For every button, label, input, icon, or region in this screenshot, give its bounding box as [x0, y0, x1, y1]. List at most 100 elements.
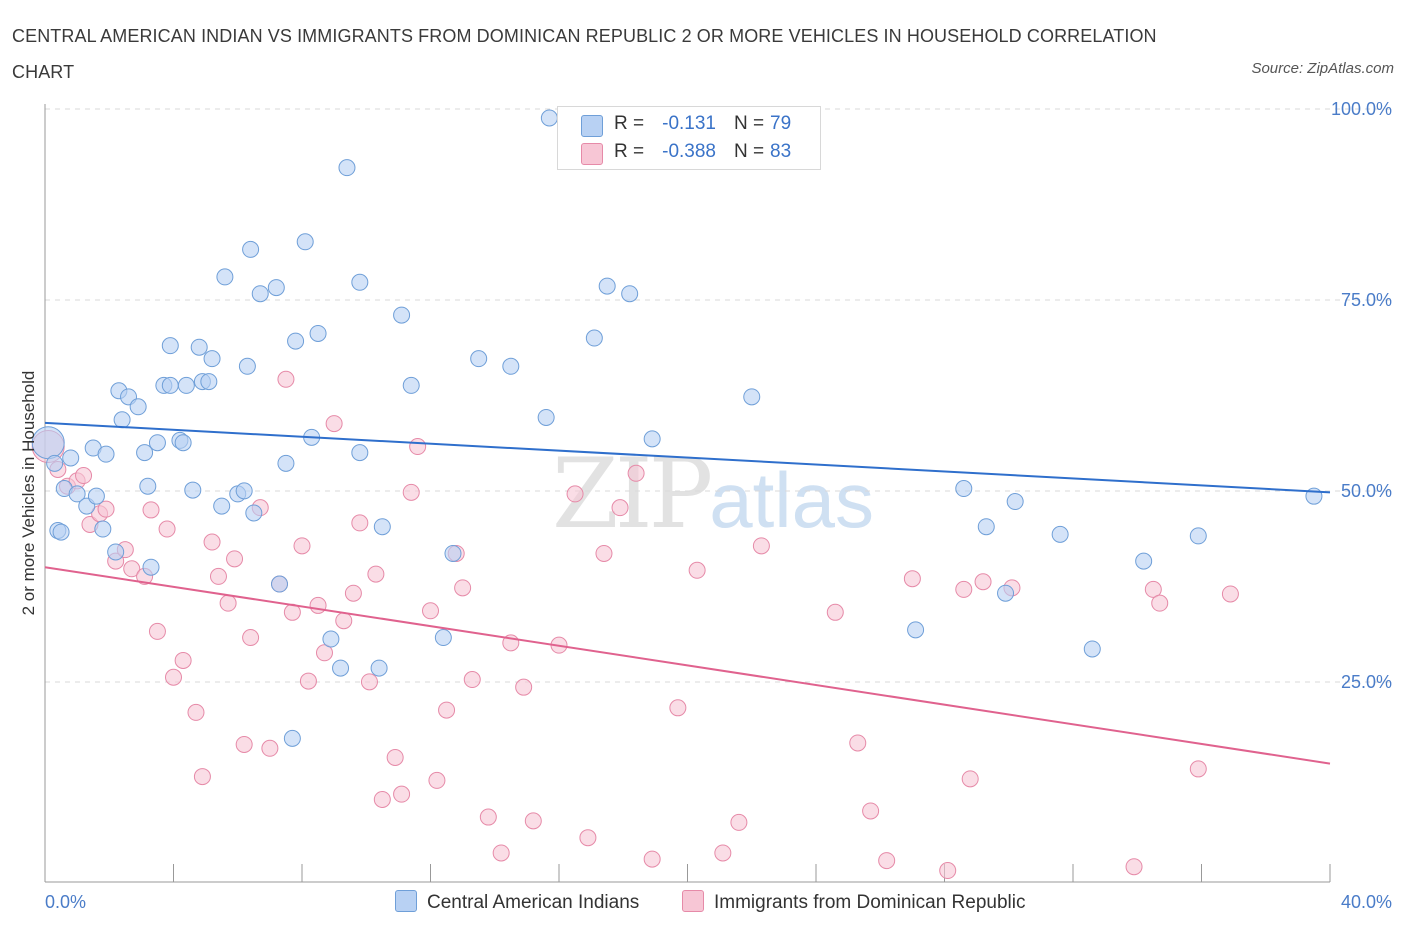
pink-point [595, 544, 613, 562]
legend-r-value: -0.388 [662, 141, 716, 162]
pink-point [479, 808, 497, 826]
pink-point [611, 499, 629, 517]
grid-lines [45, 108, 1392, 683]
blue-point [598, 277, 616, 295]
blue-point [203, 350, 221, 368]
legend-swatch-pink [682, 890, 704, 912]
pink-point [367, 565, 385, 583]
blue-point [287, 332, 305, 350]
blue-point [177, 376, 195, 394]
blue-point [267, 279, 285, 297]
pink-point [315, 644, 333, 662]
pink-point [142, 501, 160, 519]
pink-point [1125, 858, 1143, 876]
blue-point [277, 454, 295, 472]
y-tick-label: 50.0% [1341, 481, 1392, 501]
pink-point [242, 629, 260, 647]
blue-point [1189, 527, 1207, 545]
pink-point [293, 537, 311, 555]
legend-r-label: R = [614, 113, 645, 134]
pink-point [325, 415, 343, 433]
pink-point [524, 812, 542, 830]
trend-lines [44, 421, 1331, 765]
blue-point [46, 454, 64, 472]
pink-point [1221, 585, 1239, 603]
blue-point [148, 434, 166, 452]
y-tick-label: 100.0% [1331, 99, 1392, 119]
blue-trend-line [44, 421, 1331, 494]
blue-point [1083, 640, 1101, 658]
pink-point [492, 844, 510, 862]
legend-item-central-american-indians[interactable]: Central American Indians [395, 890, 639, 914]
pink-point [627, 464, 645, 482]
tick-labels: 25.0% 50.0% 75.0% 100.0% 0.0% 40.0% [45, 99, 1392, 912]
blue-point [251, 285, 269, 303]
blue-point [743, 388, 761, 406]
pink-point [878, 852, 896, 870]
blue-point [373, 518, 391, 536]
pink-point [299, 672, 317, 690]
blue-point [271, 575, 289, 593]
pink-point [277, 370, 295, 388]
blue-point [107, 543, 125, 561]
pink-point [688, 561, 706, 579]
pink-point [187, 703, 205, 721]
blue-point [402, 376, 420, 394]
blue-point [161, 376, 179, 394]
chart-title: CENTRAL AMERICAN INDIAN VS IMMIGRANTS FR… [12, 26, 1157, 82]
blue-point [94, 520, 112, 538]
pink-point [193, 768, 211, 786]
blue-point [643, 430, 661, 448]
blue-point [351, 273, 369, 291]
pink-point [360, 673, 378, 691]
blue-point [470, 350, 488, 368]
blue-point [283, 729, 301, 747]
pink-point [730, 813, 748, 831]
blue-point [393, 306, 411, 324]
pink-point [351, 514, 369, 532]
pink-point [309, 596, 327, 614]
blue-point [52, 523, 70, 541]
pink-point [752, 537, 770, 555]
pink-point [1144, 580, 1162, 598]
blue-point [213, 497, 231, 515]
legend-n-value: 83 [770, 141, 792, 162]
blue-point [585, 329, 603, 347]
blue-point [434, 629, 452, 647]
pink-point [438, 701, 456, 719]
legend-n-value: 79 [770, 113, 792, 134]
pink-point [373, 790, 391, 808]
blue-point [338, 159, 356, 177]
legend-r-value: -0.131 [662, 113, 716, 134]
blue-point [621, 285, 639, 303]
blue-point [997, 584, 1015, 602]
blue-point [537, 408, 555, 426]
x-tick-label: 40.0% [1341, 892, 1392, 912]
pink-point [203, 533, 221, 551]
pink-point [344, 584, 362, 602]
legend-item-dominican-republic[interactable]: Immigrants from Dominican Republic [682, 890, 1026, 914]
y-tick-label: 75.0% [1341, 290, 1392, 310]
blue-point [907, 621, 925, 639]
pink-point [148, 622, 166, 640]
pink-point [974, 573, 992, 591]
pink-point [939, 862, 957, 880]
blue-point [1051, 525, 1069, 543]
blue-point [1006, 493, 1024, 511]
blue-point [136, 444, 154, 462]
legend-label-pink: Immigrants from Dominican Republic [714, 892, 1026, 913]
legend-n-label: N = [734, 113, 765, 134]
pink-point [961, 770, 979, 788]
blue-point [235, 482, 253, 500]
blue-point [309, 324, 327, 342]
blue-point [977, 518, 995, 536]
blue-point [139, 477, 157, 495]
pink-point [463, 671, 481, 689]
pink-point [123, 560, 141, 578]
pink-point [422, 602, 439, 620]
pink-point [566, 485, 584, 503]
blue-point [502, 357, 520, 375]
y-tick-label: 25.0% [1341, 672, 1392, 692]
legend-swatch-blue [581, 115, 603, 137]
